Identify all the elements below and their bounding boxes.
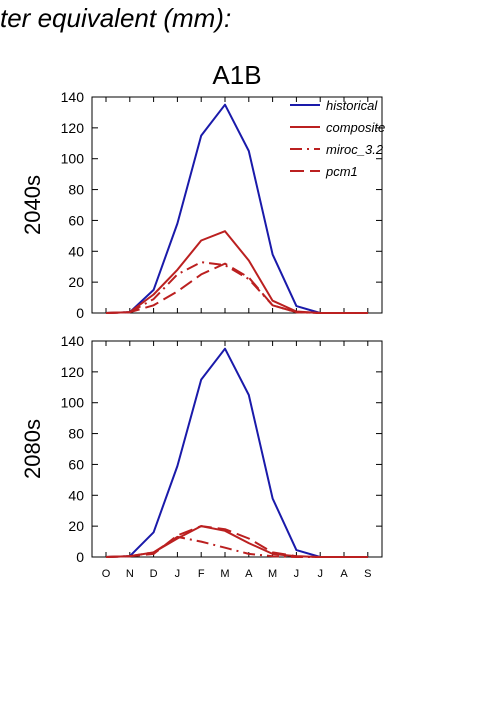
plot-frame bbox=[91, 96, 383, 314]
y-tick-label: 100 bbox=[61, 395, 85, 411]
series-line-pcm1 bbox=[105, 525, 368, 558]
scenario-title: A1B bbox=[212, 60, 261, 90]
x-tick-label: J bbox=[294, 568, 300, 580]
x-tick-label: F bbox=[198, 568, 205, 580]
y-tick-label: 60 bbox=[68, 212, 84, 228]
x-tick-label: A bbox=[340, 568, 348, 580]
legend-label: historical bbox=[326, 98, 378, 113]
chart-panel-2080s: 0 20 40 60 80 100 120 140 O N D J F M A M J J A S 2080s bbox=[20, 333, 383, 580]
x-tick-label: N bbox=[126, 568, 134, 580]
y-tick-label: 80 bbox=[68, 426, 84, 442]
series-line-historical bbox=[105, 347, 368, 558]
legend-label: composite bbox=[326, 120, 385, 135]
y-tick-label: 20 bbox=[68, 518, 84, 534]
row-label: 2080s bbox=[20, 419, 45, 479]
y-tick-label: 140 bbox=[61, 89, 85, 105]
legend-label: pcm1 bbox=[325, 164, 358, 179]
chart-panels: 0 20 40 60 80 100 120 140 2040s historical composi… bbox=[20, 89, 385, 580]
header-text: ter equivalent (mm): bbox=[0, 3, 231, 33]
y-tick-label: 20 bbox=[68, 274, 84, 290]
y-tick-label: 40 bbox=[68, 487, 84, 503]
x-tick-label: M bbox=[268, 568, 277, 580]
y-tick-label: 0 bbox=[76, 549, 84, 565]
plot-frame bbox=[91, 340, 383, 558]
series-line-pcm1 bbox=[105, 262, 368, 314]
y-tick-label: 140 bbox=[61, 333, 85, 349]
y-tick-label: 40 bbox=[68, 243, 84, 259]
x-tick-label: D bbox=[150, 568, 158, 580]
row-label: 2040s bbox=[20, 175, 45, 235]
legend-label: miroc_3.2 bbox=[326, 142, 384, 157]
x-tick-label: J bbox=[175, 568, 181, 580]
y-tick-label: 0 bbox=[76, 305, 84, 321]
x-tick-label: J bbox=[317, 568, 323, 580]
x-tick-label: A bbox=[245, 568, 253, 580]
y-tick-label: 120 bbox=[61, 364, 85, 380]
y-tick-label: 80 bbox=[68, 182, 84, 198]
legend: historical composite miroc_3.2 pcm1 bbox=[290, 98, 385, 179]
y-tick-label: 60 bbox=[68, 456, 84, 472]
y-tick-label: 120 bbox=[61, 120, 85, 136]
x-tick-label: S bbox=[364, 568, 371, 580]
chart-panel-2040s: 0 20 40 60 80 100 120 140 2040s historical composi… bbox=[20, 89, 385, 321]
x-tick-label: O bbox=[102, 568, 111, 580]
y-tick-label: 100 bbox=[61, 151, 85, 167]
x-tick-label: M bbox=[220, 568, 229, 580]
series-line-historical bbox=[105, 103, 368, 314]
